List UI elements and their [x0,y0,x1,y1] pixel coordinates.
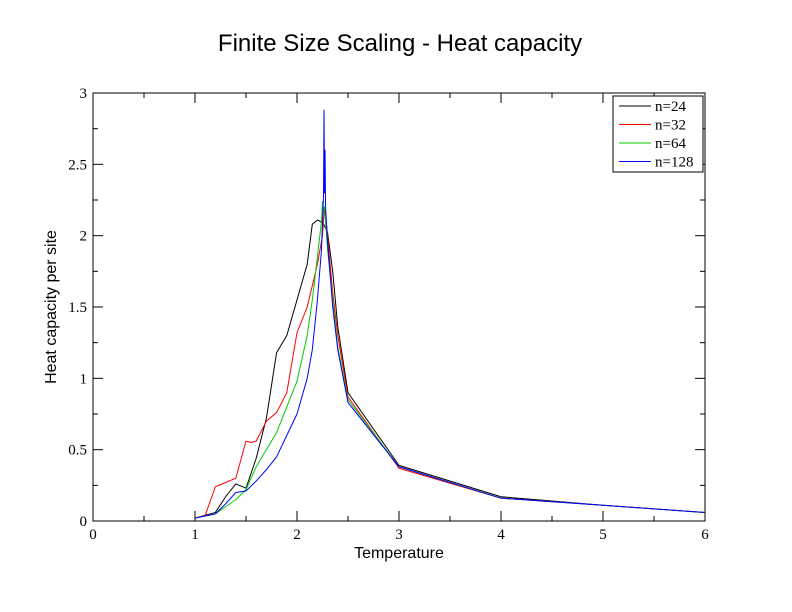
y-tick-label: 2.5 [68,157,87,173]
legend-label: n=32 [655,118,686,134]
series-line-n-24 [194,219,706,519]
chart-title: Finite Size Scaling - Heat capacity [218,30,582,57]
y-tick-label: 0.5 [68,443,87,459]
series-layer [194,109,706,519]
y-tick-label: 1 [80,371,88,387]
x-tick-label: 4 [497,527,505,543]
series-line-n-128 [194,109,706,519]
x-tick-label: 2 [293,527,301,543]
x-tick-label: 5 [599,527,607,543]
x-tick-label: 0 [89,527,97,543]
legend-label: n=128 [655,155,693,171]
y-tick-label: 0 [80,514,88,530]
y-tick-label: 1.5 [68,300,87,316]
legend-label: n=64 [655,136,686,152]
series-line-n-32 [194,206,706,519]
x-tick-label: 6 [701,527,709,543]
x-tick-label: 3 [395,527,403,543]
x-axis-label: Temperature [354,545,444,562]
legend-box [612,95,704,173]
y-tick-label: 2 [80,229,88,245]
x-tick-label: 1 [191,527,199,543]
series-line-n-64 [194,200,706,519]
y-tick-label: 3 [80,86,88,102]
axis-ticks: 0 1 2 3 4 5 6 0 0.5 1 1.5 2 2.5 3 [68,86,709,543]
legend: n=24 n=32 n=64 n=128 [612,95,704,173]
y-axis-label: Heat capacity per site [43,230,60,384]
legend-label: n=24 [655,99,686,115]
plot-frame [92,92,706,522]
